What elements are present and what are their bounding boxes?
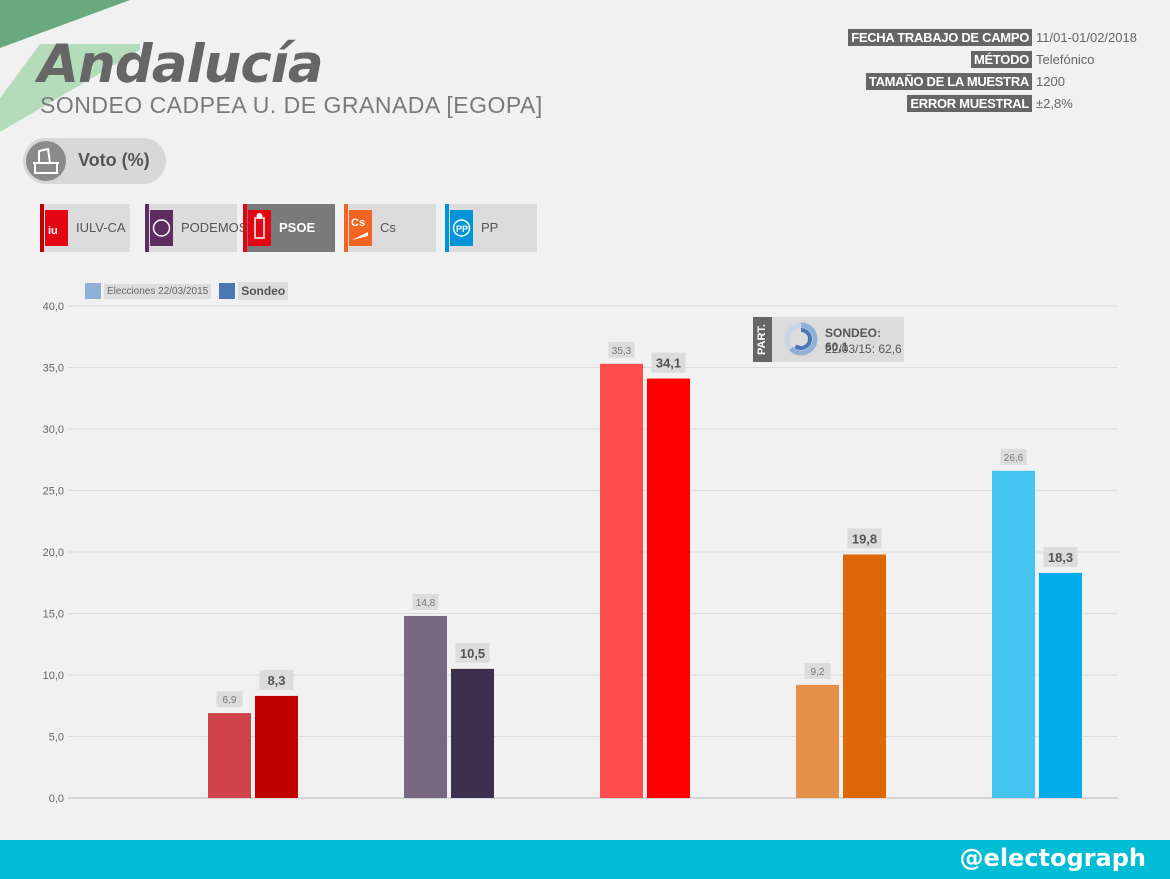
data-label: 34,1 xyxy=(656,356,681,371)
data-label: 6,9 xyxy=(223,695,237,706)
participation-box: PART. SONDEO: 60,1 22/03/15: 62,6 xyxy=(753,317,904,362)
legend-swatch-sondeo xyxy=(219,283,236,299)
bar xyxy=(208,713,251,798)
pp-logo-icon: PP xyxy=(445,204,473,252)
y-tick-label: 25,0 xyxy=(43,486,64,498)
bar xyxy=(1039,572,1082,798)
legend-label-sondeo: Sondeo xyxy=(238,282,289,300)
bar xyxy=(404,615,447,798)
bar xyxy=(255,695,298,798)
info-row-method: MÉTODO Telefónico xyxy=(848,48,1140,70)
bar xyxy=(992,470,1035,798)
data-label-bg xyxy=(216,691,243,708)
party-tab-podemos[interactable]: PODEMOS xyxy=(145,204,247,252)
page-title: Andalucía xyxy=(38,34,324,95)
voto-label: Voto (%) xyxy=(78,150,150,170)
data-label: 26,6 xyxy=(1004,453,1024,464)
data-label-bg xyxy=(1043,546,1078,567)
data-label: 35,3 xyxy=(612,346,632,357)
page-subtitle: SONDEO CADPEA U. DE GRANADA [EGOPA] xyxy=(40,92,543,118)
survey-info: FECHA TRABAJO DE CAMPO 11/01-01/02/2018 M… xyxy=(848,26,1140,114)
y-tick-label: 5,0 xyxy=(49,732,64,744)
bar xyxy=(647,378,690,798)
y-tick-label: 10,0 xyxy=(43,670,64,682)
data-label: 14,8 xyxy=(416,598,436,609)
data-label-bg xyxy=(847,528,882,549)
iu-logo-icon: iu xyxy=(40,204,68,252)
y-tick-label: 20,0 xyxy=(43,547,64,559)
data-label-bg xyxy=(259,669,294,690)
y-tick-label: 0,0 xyxy=(49,793,64,805)
footer-bar: @electograph xyxy=(0,840,1170,879)
chart-legend: Elecciones 22/03/2015 Sondeo xyxy=(85,282,296,300)
bar xyxy=(451,668,494,798)
data-label-bg xyxy=(651,352,686,373)
data-label-bg xyxy=(1000,448,1027,465)
svg-text:PP: PP xyxy=(456,224,468,234)
ballot-box-icon xyxy=(23,138,69,184)
data-label-bg xyxy=(412,593,439,610)
data-label-bg xyxy=(608,341,635,358)
participation-sondeo: SONDEO: 60,1 xyxy=(825,326,882,354)
data-label: 8,3 xyxy=(267,673,285,688)
y-tick-label: 35,0 xyxy=(43,363,64,375)
bar-chart: 0,0 5,0 10,0 15,0 20,0 25,0 30,0 35,0 40,0 6,9 8,3… xyxy=(43,301,1118,805)
info-row-sample: TAMAÑO DE LA MUESTRA 1200 xyxy=(848,70,1140,92)
legend-label-elecciones: Elecciones 22/03/2015 xyxy=(104,283,212,299)
info-row-fieldwork: FECHA TRABAJO DE CAMPO 11/01-01/02/2018 xyxy=(848,26,1140,48)
podemos-logo-icon xyxy=(145,204,173,252)
participation-previous: 22/03/15: 62,6 xyxy=(825,342,902,356)
bar xyxy=(600,363,643,798)
data-label-bg xyxy=(455,642,490,663)
psoe-logo-icon xyxy=(243,204,271,252)
data-label-bg xyxy=(804,662,831,679)
corner-decoration xyxy=(0,0,140,132)
party-tab-pp[interactable]: PP PP xyxy=(445,204,537,252)
data-label: 19,8 xyxy=(852,531,877,546)
participation-donut-icon xyxy=(784,322,818,356)
data-label: 18,3 xyxy=(1048,550,1073,565)
footer-brand: @electograph xyxy=(959,844,1146,872)
cs-logo-icon: Cs xyxy=(344,204,372,252)
party-tab-psoe[interactable]: PSOE xyxy=(243,204,335,252)
y-tick-label: 15,0 xyxy=(43,609,64,621)
bar xyxy=(843,554,886,798)
info-row-error: ERROR MUESTRAL ±2,8% xyxy=(848,92,1140,114)
svg-text:Cs: Cs xyxy=(351,217,365,229)
legend-swatch-elecciones xyxy=(85,283,101,299)
voto-badge: Voto (%) xyxy=(23,138,166,184)
party-tab-cs[interactable]: Cs Cs xyxy=(344,204,436,252)
svg-text:iu: iu xyxy=(48,225,58,237)
party-tab-iulv-ca[interactable]: iu IULV-CA xyxy=(40,204,130,252)
data-label: 10,5 xyxy=(460,646,485,661)
y-tick-label: 40,0 xyxy=(43,301,64,313)
bar xyxy=(796,684,839,798)
y-tick-label: 30,0 xyxy=(43,424,64,436)
data-label: 9,2 xyxy=(811,667,825,678)
participation-tag: PART. xyxy=(753,317,772,362)
